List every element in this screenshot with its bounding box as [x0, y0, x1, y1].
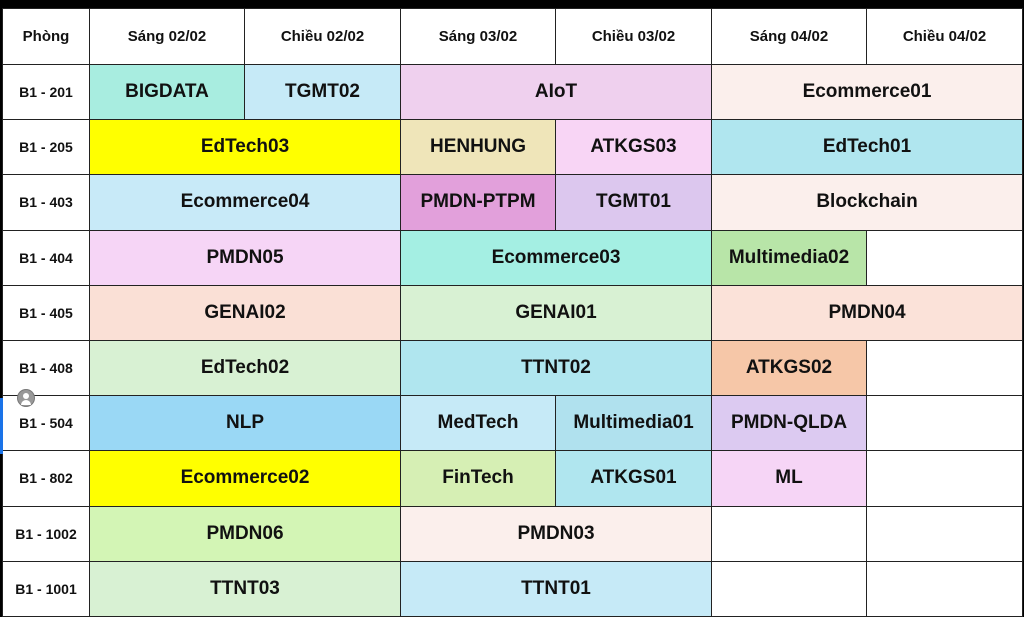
session-header[interactable]: Sáng 02/02: [89, 8, 245, 65]
table-row: B1 - 504 NLP MedTech Multimedia01 PMDN-QLDA: [2, 395, 1023, 452]
class-cell[interactable]: Ecommerce04: [89, 174, 401, 231]
row-selection-indicator: [0, 398, 3, 454]
table-row: B1 - 201 BIGDATA TGMT02 AIoT Ecommerce01: [2, 63, 1023, 121]
room-cell[interactable]: B1 - 802: [2, 450, 90, 507]
session-header[interactable]: Sáng 04/02: [711, 8, 867, 65]
class-cell[interactable]: Ecommerce01: [711, 63, 1023, 121]
class-cell[interactable]: MedTech: [400, 395, 556, 452]
class-cell[interactable]: ATKGS01: [555, 450, 712, 507]
room-cell[interactable]: B1 - 404: [2, 229, 90, 286]
room-cell[interactable]: B1 - 201: [2, 63, 90, 121]
class-cell[interactable]: GENAI01: [400, 284, 712, 341]
empty-cell[interactable]: [866, 395, 1023, 452]
class-cell[interactable]: EdTech02: [89, 339, 401, 397]
schedule-table: Phòng Sáng 02/02 Chiều 02/02 Sáng 03/02 …: [2, 8, 1023, 617]
class-cell[interactable]: Multimedia01: [555, 395, 712, 452]
class-cell[interactable]: PMDN-QLDA: [711, 395, 867, 452]
class-cell[interactable]: HENHUNG: [400, 119, 556, 176]
room-cell[interactable]: B1 - 205: [2, 119, 90, 176]
class-cell[interactable]: PMDN05: [89, 229, 401, 286]
class-cell[interactable]: Ecommerce03: [400, 229, 712, 286]
class-cell[interactable]: GENAI02: [89, 284, 401, 341]
table-row: B1 - 1001 TTNT03 TTNT01: [2, 560, 1023, 617]
empty-cell[interactable]: [711, 560, 867, 617]
class-cell[interactable]: TGMT02: [244, 63, 401, 121]
class-cell[interactable]: ATKGS03: [555, 119, 712, 176]
table-row: B1 - 405 GENAI02 GENAI01 PMDN04: [2, 284, 1023, 341]
session-header[interactable]: Chiều 04/02: [866, 8, 1023, 65]
class-cell[interactable]: ATKGS02: [711, 339, 867, 397]
room-cell[interactable]: B1 - 504: [2, 395, 90, 452]
empty-cell[interactable]: [866, 339, 1023, 397]
session-header[interactable]: Chiều 02/02: [244, 8, 401, 65]
session-header[interactable]: Chiều 03/02: [555, 8, 712, 65]
class-cell[interactable]: PMDN04: [711, 284, 1023, 341]
room-column-header[interactable]: Phòng: [2, 8, 90, 65]
room-cell[interactable]: B1 - 403: [2, 174, 90, 231]
table-row: B1 - 205 EdTech03 HENHUNG ATKGS03 EdTech01: [2, 119, 1023, 176]
empty-cell[interactable]: [866, 505, 1023, 562]
session-header[interactable]: Sáng 03/02: [400, 8, 556, 65]
empty-cell[interactable]: [866, 450, 1023, 507]
table-row: B1 - 802 Ecommerce02 FinTech ATKGS01 ML: [2, 450, 1023, 507]
class-cell[interactable]: NLP: [89, 395, 401, 452]
room-cell[interactable]: B1 - 408: [2, 339, 90, 397]
room-cell[interactable]: B1 - 405: [2, 284, 90, 341]
class-cell[interactable]: Multimedia02: [711, 229, 867, 286]
empty-cell[interactable]: [866, 229, 1023, 286]
table-row: B1 - 408 EdTech02 TTNT02 ATKGS02: [2, 339, 1023, 397]
class-cell[interactable]: FinTech: [400, 450, 556, 507]
table-row: B1 - 1002 PMDN06 PMDN03: [2, 505, 1023, 562]
empty-cell[interactable]: [711, 505, 867, 562]
class-cell[interactable]: TTNT01: [400, 560, 712, 617]
class-cell[interactable]: Blockchain: [711, 174, 1023, 231]
class-cell[interactable]: PMDN-PTPM: [400, 174, 556, 231]
class-cell[interactable]: BIGDATA: [89, 63, 245, 121]
table-row: B1 - 403 Ecommerce04 PMDN-PTPM TGMT01 Blockc…: [2, 174, 1023, 231]
room-cell[interactable]: B1 - 1001: [2, 560, 90, 617]
class-cell[interactable]: PMDN03: [400, 505, 712, 562]
class-cell[interactable]: TGMT01: [555, 174, 712, 231]
class-cell[interactable]: ML: [711, 450, 867, 507]
class-cell[interactable]: TTNT02: [400, 339, 712, 397]
collaborator-avatar-icon[interactable]: [18, 390, 34, 406]
class-cell[interactable]: PMDN06: [89, 505, 401, 562]
header-row: Phòng Sáng 02/02 Chiều 02/02 Sáng 03/02 …: [2, 8, 1023, 65]
class-cell[interactable]: AIoT: [400, 63, 712, 121]
class-cell[interactable]: EdTech01: [711, 119, 1023, 176]
room-cell[interactable]: B1 - 1002: [2, 505, 90, 562]
table-row: B1 - 404 PMDN05 Ecommerce03 Multimedia02: [2, 229, 1023, 286]
class-cell[interactable]: TTNT03: [89, 560, 401, 617]
class-cell[interactable]: Ecommerce02: [89, 450, 401, 507]
class-cell[interactable]: EdTech03: [89, 119, 401, 176]
empty-cell[interactable]: [866, 560, 1023, 617]
